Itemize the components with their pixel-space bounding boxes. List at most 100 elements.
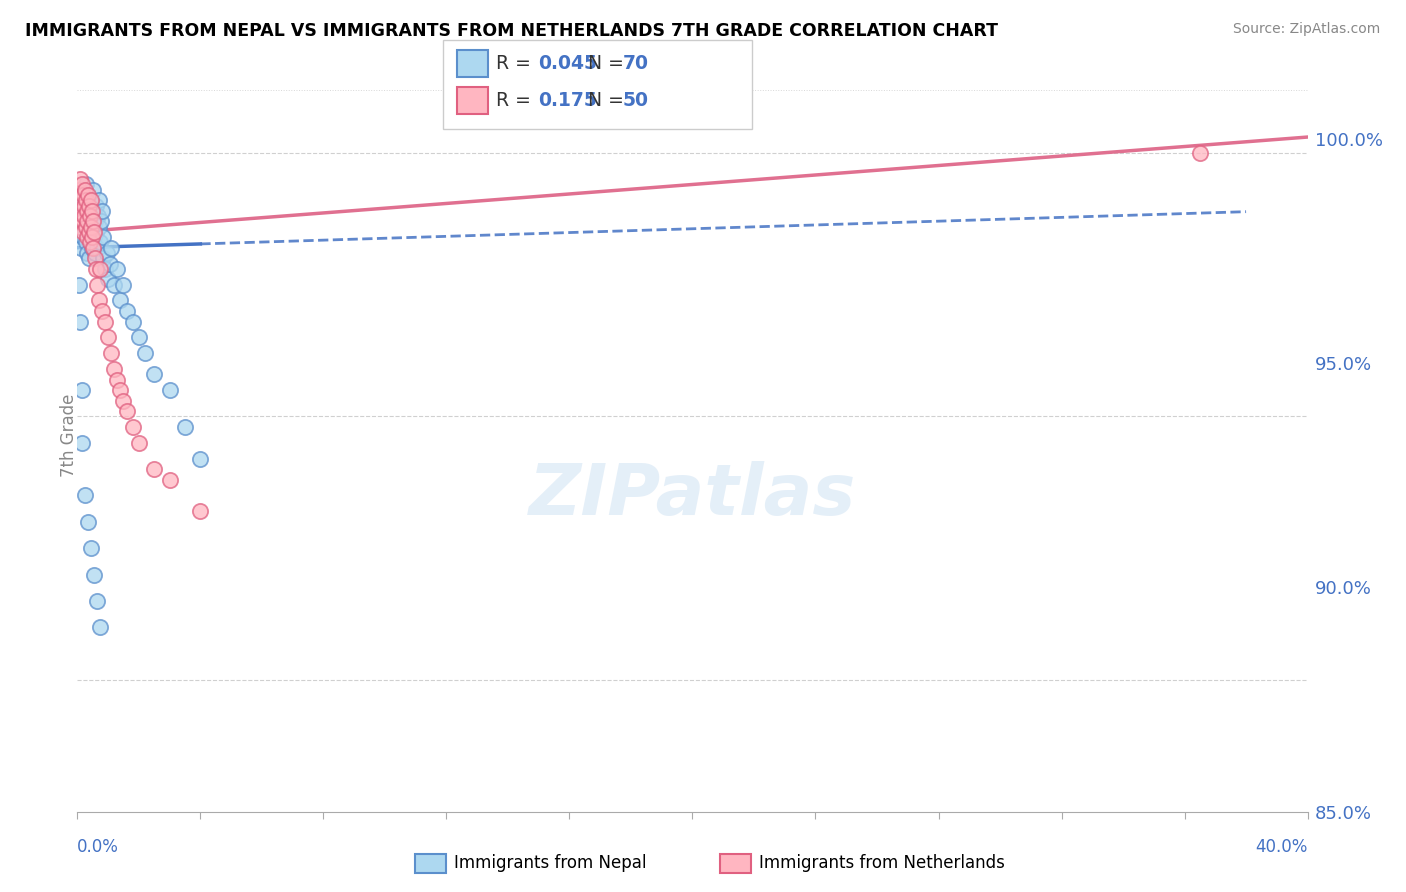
Point [96, 246, 118, 260]
Text: N =: N = [588, 54, 630, 73]
Point [103, 277, 125, 292]
Point [97, 272, 120, 286]
Point [134, 346, 156, 360]
Point [70, 194, 93, 208]
Point [121, 314, 143, 328]
Point [72, 188, 94, 202]
Point [69, 209, 91, 223]
Point [86, 277, 108, 292]
Point [79, 219, 101, 234]
Point [67, 183, 90, 197]
Point [79, 235, 101, 250]
Text: 0.045: 0.045 [538, 54, 598, 73]
Point [82, 203, 104, 218]
Point [159, 383, 181, 397]
Point [110, 293, 132, 308]
Point [70, 178, 93, 192]
Point [143, 462, 166, 476]
Point [72, 214, 94, 228]
Text: 0.175: 0.175 [538, 91, 598, 111]
Point [105, 261, 128, 276]
Point [80, 209, 103, 223]
Text: 0.0%: 0.0% [77, 838, 120, 856]
Text: Source: ZipAtlas.com: Source: ZipAtlas.com [1233, 22, 1381, 37]
Point [97, 330, 120, 344]
Text: 70: 70 [623, 54, 648, 73]
Point [1188, 145, 1211, 160]
Point [94, 314, 117, 328]
Point [69, 225, 91, 239]
Point [72, 188, 94, 202]
Point [77, 225, 100, 239]
Point [90, 214, 112, 228]
Point [77, 252, 100, 266]
Point [77, 188, 100, 202]
Point [76, 214, 98, 228]
Point [79, 209, 101, 223]
Point [82, 241, 104, 255]
Text: N =: N = [588, 91, 630, 111]
Point [87, 209, 110, 223]
Point [79, 194, 101, 208]
Point [128, 435, 150, 450]
Point [89, 194, 111, 208]
Point [73, 183, 96, 197]
Point [75, 178, 97, 192]
Point [69, 172, 91, 186]
Point [82, 183, 104, 197]
Point [70, 203, 93, 218]
Point [76, 230, 98, 244]
Point [90, 304, 114, 318]
Point [75, 194, 97, 208]
Point [76, 203, 98, 218]
Point [89, 261, 111, 276]
Point [112, 393, 135, 408]
Point [77, 188, 100, 202]
Point [83, 230, 105, 244]
Point [84, 252, 107, 266]
Point [105, 372, 128, 386]
Point [121, 420, 143, 434]
Point [80, 194, 103, 208]
Point [76, 225, 98, 239]
Point [90, 203, 114, 218]
Point [100, 346, 122, 360]
Point [110, 383, 132, 397]
Point [190, 451, 212, 466]
Point [128, 330, 150, 344]
Point [115, 404, 138, 418]
Point [79, 225, 101, 239]
Point [174, 420, 197, 434]
Point [79, 235, 101, 250]
Point [73, 198, 96, 212]
Point [115, 304, 138, 318]
Point [69, 219, 91, 234]
Point [87, 219, 110, 234]
Point [77, 198, 100, 212]
Point [67, 277, 90, 292]
Point [69, 314, 91, 328]
Point [87, 293, 110, 308]
Point [70, 435, 93, 450]
Point [69, 194, 91, 208]
Point [80, 541, 103, 556]
Point [82, 219, 104, 234]
Point [83, 246, 105, 260]
Point [77, 214, 100, 228]
Point [82, 214, 104, 228]
Point [89, 620, 111, 634]
Point [70, 383, 93, 397]
Point [100, 241, 122, 255]
Point [73, 198, 96, 212]
Point [98, 256, 121, 270]
Text: R =: R = [496, 91, 537, 111]
Point [159, 473, 181, 487]
Point [83, 225, 105, 239]
Point [93, 252, 115, 266]
Point [82, 241, 104, 255]
Point [112, 277, 135, 292]
Y-axis label: 7th Grade: 7th Grade [60, 393, 77, 476]
Point [84, 214, 107, 228]
Point [75, 219, 97, 234]
Point [73, 488, 96, 502]
